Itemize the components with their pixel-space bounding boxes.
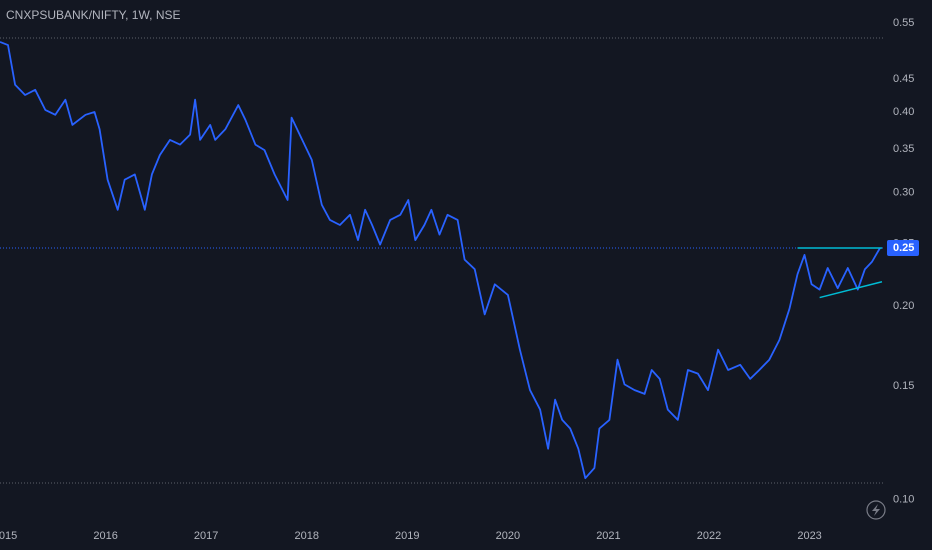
x-tick-label: 2021 <box>596 530 620 542</box>
y-tick-label: 0.30 <box>893 186 914 198</box>
x-tick-label: 2023 <box>797 530 821 542</box>
chart-title: CNXPSUBANK/NIFTY, 1W, NSE <box>6 8 181 22</box>
x-tick-label: 2017 <box>194 530 218 542</box>
trendline <box>819 281 883 299</box>
x-tick-label: 2019 <box>395 530 419 542</box>
y-tick-label: 0.35 <box>893 143 914 155</box>
lightning-icon <box>866 500 886 520</box>
x-tick-label: 2022 <box>697 530 721 542</box>
x-tick-label: 2018 <box>294 530 318 542</box>
x-tick-label: 2015 <box>0 530 17 542</box>
last-price-badge <box>887 239 919 256</box>
x-tick-label: 2020 <box>496 530 520 542</box>
y-tick-label: 0.40 <box>893 106 914 118</box>
y-tick-label: 0.55 <box>893 17 914 29</box>
x-tick-label: 2016 <box>93 530 117 542</box>
last-price-label: 0.25 <box>893 242 914 254</box>
y-tick-label: 0.15 <box>893 380 914 392</box>
y-tick-label: 0.10 <box>893 494 914 506</box>
y-tick-label: 0.45 <box>893 73 914 85</box>
price-line <box>0 41 881 480</box>
y-tick-label: 0.20 <box>893 300 914 312</box>
